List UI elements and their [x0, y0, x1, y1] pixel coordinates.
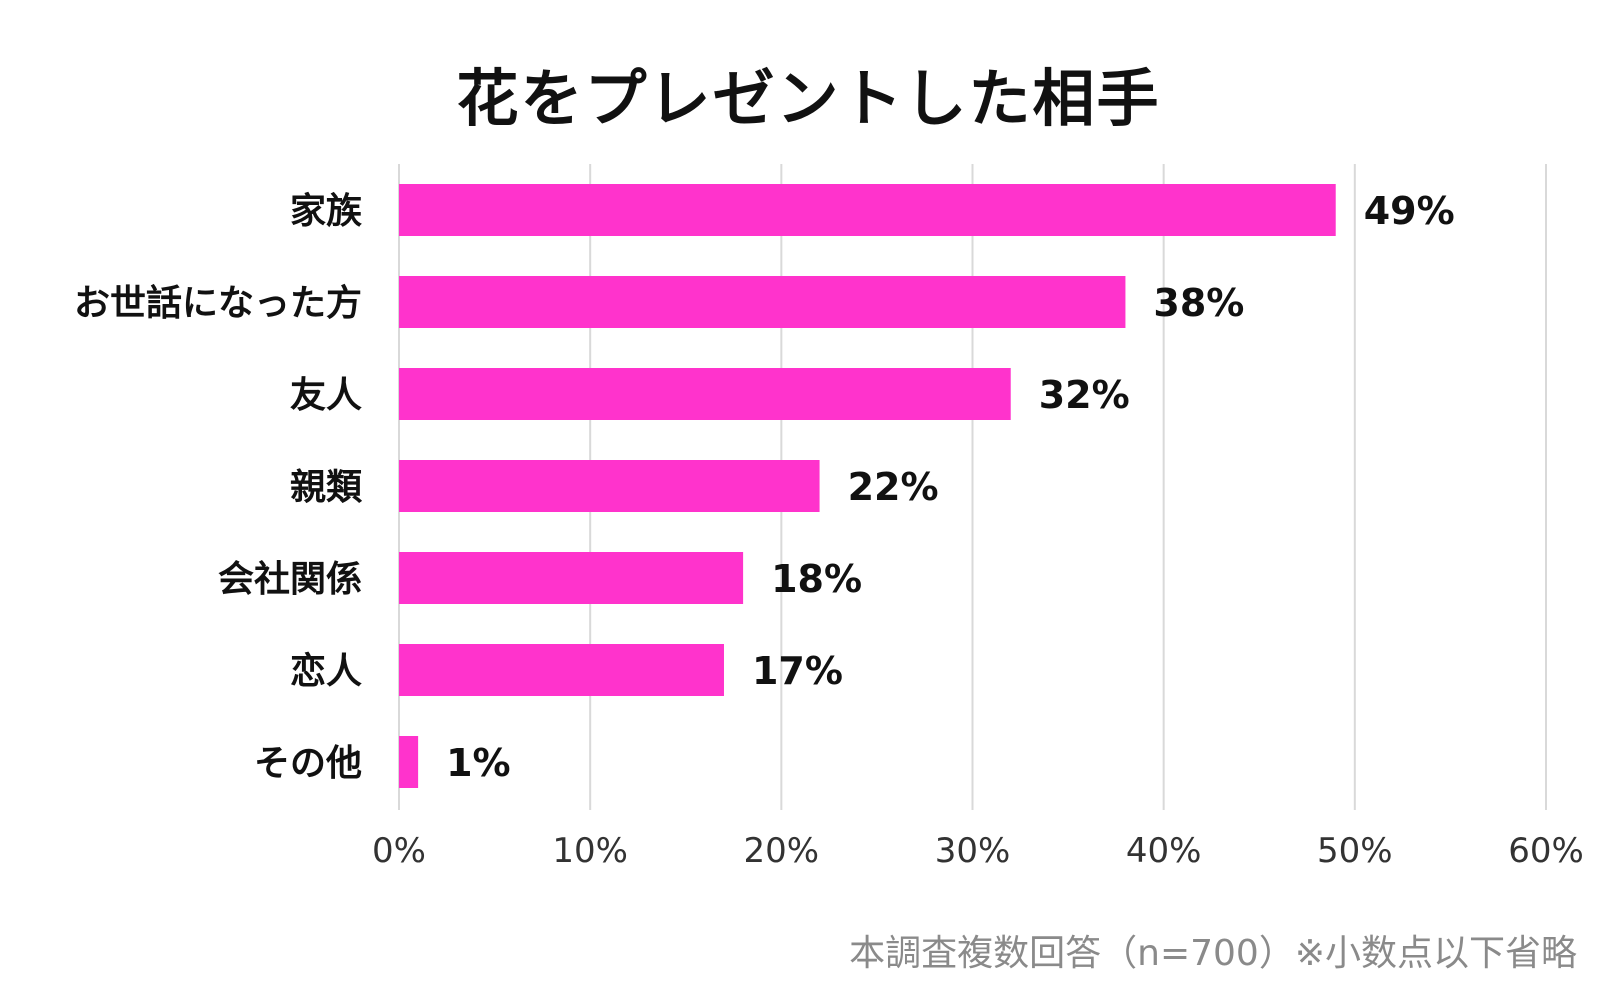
- x-tick-label: 0%: [372, 831, 426, 871]
- x-axis-tick-labels: 0% 10% 20% 30% 40% 50% 60%: [372, 831, 1584, 871]
- bars: [399, 184, 1336, 788]
- data-label: 22%: [848, 465, 939, 509]
- data-label: 18%: [771, 557, 862, 601]
- bar: [399, 552, 744, 604]
- x-tick-label: 20%: [744, 831, 820, 871]
- data-label: 1%: [446, 741, 511, 785]
- footnote: 本調査複数回答（n=700）※小数点以下省略: [849, 933, 1577, 974]
- x-tick-label: 10%: [552, 831, 628, 871]
- bar: [399, 276, 1126, 328]
- category-label: その他: [254, 743, 362, 784]
- data-label: 17%: [752, 649, 843, 693]
- x-tick-label: 40%: [1126, 831, 1202, 871]
- bar: [399, 368, 1011, 420]
- category-label: 親類: [290, 467, 363, 508]
- x-tick-label: 50%: [1317, 831, 1393, 871]
- value-labels: 49% 38% 32% 22% 18% 17% 1%: [446, 189, 1455, 785]
- category-label: お世話になった方: [74, 283, 362, 324]
- category-label: 家族: [290, 191, 362, 232]
- data-label: 38%: [1153, 281, 1244, 325]
- category-label: 会社関係: [218, 559, 362, 600]
- x-tick-label: 30%: [935, 831, 1011, 871]
- bar: [399, 184, 1336, 236]
- category-label: 友人: [290, 375, 362, 416]
- bar: [399, 644, 724, 696]
- bar: [399, 460, 820, 512]
- chart-title: 花をプレゼントした相手: [456, 62, 1161, 135]
- bar: [399, 736, 419, 788]
- x-tick-label: 60%: [1508, 831, 1584, 871]
- data-label: 32%: [1039, 373, 1130, 417]
- data-label: 49%: [1364, 189, 1455, 233]
- category-label: 恋人: [290, 650, 362, 692]
